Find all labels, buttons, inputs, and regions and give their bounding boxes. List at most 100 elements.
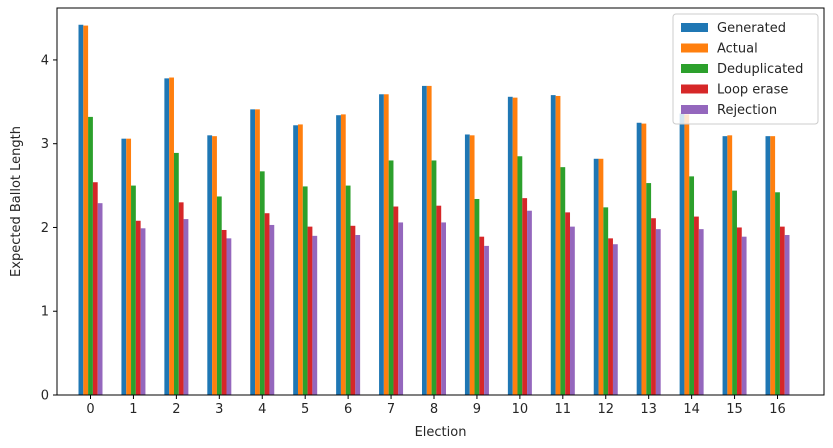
bar-loop-erase-7 xyxy=(393,206,399,395)
bar-generated-1 xyxy=(121,138,127,395)
bar-loop-erase-4 xyxy=(264,213,270,395)
y-axis-label: Expected Ballot Length xyxy=(9,126,24,277)
bar-loop-erase-3 xyxy=(221,229,227,395)
bar-actual-16 xyxy=(770,136,776,395)
bar-loop-erase-16 xyxy=(779,226,785,395)
bar-deduplicated-14 xyxy=(689,176,695,395)
x-tick-label: 9 xyxy=(473,402,481,417)
bar-actual-2 xyxy=(169,77,174,395)
bar-rejection-11 xyxy=(570,226,575,395)
x-tick-label: 11 xyxy=(555,402,572,417)
bar-generated-8 xyxy=(422,85,427,396)
legend: Generated Actual Deduplicated Loop erase Rej… xyxy=(672,13,819,125)
bar-loop-erase-11 xyxy=(565,212,571,395)
bar-rejection-0 xyxy=(97,203,103,395)
bar-rejection-10 xyxy=(527,210,532,395)
bar-rejection-9 xyxy=(484,245,489,395)
legend-swatch-generated xyxy=(681,23,708,32)
x-tick-label: 6 xyxy=(344,402,352,417)
bar-generated-0 xyxy=(78,24,84,396)
y-tick-label: 3 xyxy=(41,137,49,152)
bar-rejection-14 xyxy=(698,229,704,395)
x-tick-label: 2 xyxy=(172,402,180,417)
legend-swatch-actual xyxy=(681,43,708,53)
bar-generated-15 xyxy=(722,136,728,395)
y-tick-label: 2 xyxy=(41,221,49,236)
legend-swatch-rejection xyxy=(681,105,708,114)
bar-deduplicated-12 xyxy=(603,207,609,395)
legend-label-deduplicated: Deduplicated xyxy=(717,62,803,77)
bar-loop-erase-14 xyxy=(694,216,699,395)
bar-actual-12 xyxy=(598,158,604,395)
bar-actual-5 xyxy=(297,124,303,396)
x-tick-label: 1 xyxy=(129,402,137,417)
bar-actual-14 xyxy=(684,114,690,395)
bar-loop-erase-12 xyxy=(608,238,613,395)
x-tick-label: 13 xyxy=(640,402,657,417)
bar-deduplicated-6 xyxy=(345,185,351,395)
bar-loop-erase-1 xyxy=(135,220,141,395)
x-tick-label: 14 xyxy=(683,402,700,417)
legend-label-generated: Generated xyxy=(717,21,786,36)
bar-rejection-3 xyxy=(226,238,232,395)
x-tick-label: 15 xyxy=(726,402,743,417)
bar-actual-7 xyxy=(383,94,389,395)
bar-generated-7 xyxy=(379,94,384,395)
bar-deduplicated-0 xyxy=(88,116,93,395)
x-tick-label: 12 xyxy=(597,402,614,417)
bar-rejection-15 xyxy=(741,236,747,395)
bar-actual-0 xyxy=(83,25,89,395)
bar-rejection-16 xyxy=(784,235,790,395)
axes-layer xyxy=(56,7,825,396)
bar-loop-erase-5 xyxy=(307,226,313,395)
x-tick-label: 16 xyxy=(769,402,786,417)
bar-actual-9 xyxy=(469,135,475,395)
bar-rejection-8 xyxy=(441,222,446,395)
bar-deduplicated-5 xyxy=(302,186,308,395)
bar-deduplicated-13 xyxy=(646,183,652,395)
bar-actual-8 xyxy=(426,85,432,396)
bar-loop-erase-2 xyxy=(178,202,184,395)
x-tick-label: 10 xyxy=(512,402,529,417)
bar-deduplicated-4 xyxy=(259,171,265,395)
x-tick-label: 7 xyxy=(387,402,395,417)
bar-rejection-1 xyxy=(140,228,146,395)
bar-generated-5 xyxy=(293,125,298,395)
x-axis-label: Election xyxy=(415,425,467,440)
bars-layer xyxy=(78,24,790,396)
bar-actual-13 xyxy=(641,123,647,395)
bar-generated-2 xyxy=(164,78,170,395)
bar-loop-erase-8 xyxy=(436,205,442,395)
bar-actual-10 xyxy=(512,97,518,395)
bar-actual-1 xyxy=(126,138,132,395)
bar-generated-4 xyxy=(250,109,256,395)
legend-swatch-loop-erase xyxy=(681,84,708,94)
bar-generated-11 xyxy=(550,95,556,395)
bar-loop-erase-15 xyxy=(736,227,742,395)
bar-deduplicated-1 xyxy=(131,185,136,395)
bar-rejection-2 xyxy=(183,219,189,395)
y-tick-label: 1 xyxy=(41,305,49,320)
x-tick-label: 8 xyxy=(430,402,438,417)
bar-deduplicated-15 xyxy=(732,190,737,395)
bar-rejection-4 xyxy=(269,224,275,395)
bar-deduplicated-9 xyxy=(474,198,480,395)
bar-generated-14 xyxy=(679,113,685,395)
bar-deduplicated-16 xyxy=(775,192,780,395)
bar-generated-6 xyxy=(336,115,341,396)
bar-rejection-5 xyxy=(312,235,318,395)
bar-loop-erase-9 xyxy=(479,236,485,395)
bar-deduplicated-2 xyxy=(173,152,179,395)
bar-generated-9 xyxy=(464,134,470,396)
bar-loop-erase-0 xyxy=(92,182,98,395)
y-tick-label: 0 xyxy=(41,389,49,404)
bar-rejection-6 xyxy=(355,235,361,395)
x-tick-label: 0 xyxy=(86,402,94,417)
legend-swatch-deduplicated xyxy=(681,64,708,73)
bar-loop-erase-6 xyxy=(350,225,356,395)
bar-actual-6 xyxy=(340,114,346,395)
bar-rejection-7 xyxy=(398,222,404,395)
y-tick-label: 4 xyxy=(41,53,49,68)
bar-rejection-12 xyxy=(612,244,618,395)
